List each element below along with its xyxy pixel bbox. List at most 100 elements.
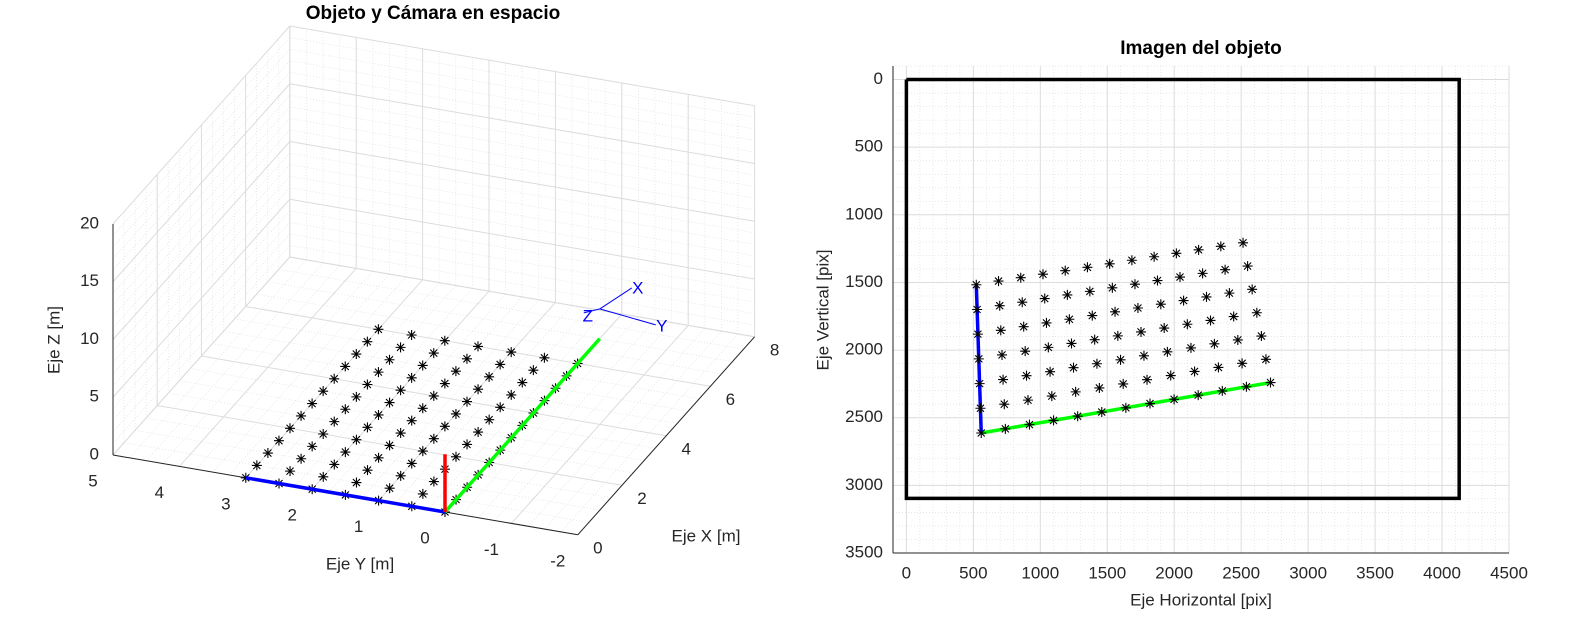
point-marker: [1193, 390, 1204, 401]
point-marker: [395, 342, 406, 353]
point-marker: [296, 410, 307, 421]
point-marker: [1045, 366, 1056, 377]
point-marker: [340, 361, 351, 372]
point-marker: [1213, 362, 1224, 373]
point-marker: [428, 390, 439, 401]
minor-grid-line: [289, 233, 755, 315]
point-marker: [384, 354, 395, 365]
point-marker: [1174, 272, 1185, 283]
y-axis-label: Eje Y [m]: [326, 554, 394, 573]
point-marker: [262, 448, 273, 459]
point-marker: [395, 470, 406, 481]
point-marker: [1237, 358, 1248, 369]
point-marker: [318, 471, 329, 482]
point-marker: [973, 353, 984, 364]
axis-line-3d: [245, 476, 446, 514]
minor-grid-line: [190, 367, 656, 449]
point-marker: [997, 349, 1008, 360]
minor-grid-line: [256, 293, 722, 375]
grid-line: [179, 268, 357, 467]
point-marker: [528, 365, 539, 376]
minor-grid-line: [123, 442, 589, 523]
point-marker: [373, 367, 384, 378]
camera-axis: [599, 308, 656, 326]
x-tick-label: 2500: [1222, 563, 1260, 582]
point-marker: [1215, 241, 1226, 252]
x-tick-label: 4500: [1490, 563, 1528, 582]
point-marker: [384, 483, 395, 494]
point-marker: [1178, 295, 1189, 306]
point-marker: [417, 360, 428, 371]
point-marker: [506, 389, 517, 400]
z-tick-label: 5: [90, 387, 99, 406]
point-marker: [428, 348, 439, 359]
point-marker: [1201, 291, 1212, 302]
point-marker: [1182, 319, 1193, 330]
minor-grid-line: [135, 429, 600, 511]
grid-line: [289, 83, 755, 165]
chart-title: Objeto y Cámara en espacio: [306, 3, 561, 24]
point-marker: [1162, 346, 1173, 357]
y-axis-label: Eje Vertical [pix]: [813, 250, 832, 371]
point-marker: [318, 429, 329, 439]
y-tick-label: 0: [420, 528, 429, 547]
point-marker: [417, 403, 428, 414]
point-marker: [451, 451, 461, 462]
minor-grid-line: [234, 318, 700, 400]
point-marker: [1110, 306, 1121, 317]
point-marker: [1118, 378, 1129, 389]
y-tick-label: 1: [354, 517, 363, 536]
point-marker: [351, 477, 362, 488]
point-marker: [1104, 258, 1115, 269]
minor-grid-line: [289, 221, 755, 303]
point-marker: [395, 428, 406, 439]
grid-line: [289, 141, 755, 222]
point-marker: [1138, 350, 1149, 361]
point-marker: [1260, 354, 1271, 365]
y-tick-label: 3: [221, 494, 230, 513]
x-tick-label: 3000: [1289, 563, 1327, 582]
z-tick-label: 15: [80, 271, 99, 290]
point-marker: [1142, 374, 1153, 385]
point-marker: [473, 341, 483, 352]
grid-line: [112, 83, 291, 283]
point-marker: [450, 366, 461, 377]
minor-grid-line: [267, 281, 733, 362]
y-tick-label: 5: [88, 471, 97, 490]
point-marker: [473, 427, 484, 438]
point-marker: [1120, 402, 1131, 413]
point-marker: [495, 402, 506, 413]
point-marker: [975, 403, 986, 414]
point-marker: [362, 422, 373, 433]
point-marker: [461, 353, 472, 364]
point-marker: [406, 330, 417, 340]
point-marker: [1193, 244, 1204, 255]
x-axis-line: [577, 336, 755, 536]
camera-frame: XY Z: [583, 278, 668, 335]
point-marker: [1107, 282, 1118, 293]
y-tick-label: 2: [287, 506, 296, 525]
minor-grid-line: [289, 48, 755, 130]
point-marker: [1041, 317, 1052, 328]
point-marker: [406, 372, 417, 383]
y-tick-label: 3500: [845, 542, 883, 561]
point-marker: [1256, 331, 1267, 342]
point-marker: [1217, 385, 1228, 396]
minor-grid-line: [212, 343, 678, 424]
point-marker: [439, 335, 450, 346]
point-marker: [1048, 415, 1059, 426]
point-marker: [1112, 330, 1123, 341]
point-marker: [1136, 326, 1147, 337]
point-marker: [340, 447, 351, 458]
z-tick-label: 10: [80, 329, 99, 348]
point-marker: [462, 396, 472, 407]
point-marker: [307, 441, 318, 452]
minor-grid-line: [289, 187, 755, 268]
y-tick-label: 1000: [845, 204, 883, 223]
point-marker: [1096, 407, 1107, 418]
point-marker: [362, 336, 373, 347]
point-marker: [1064, 314, 1075, 325]
point-marker: [1132, 303, 1143, 314]
point-marker: [285, 466, 296, 477]
point-marker: [1129, 279, 1140, 290]
